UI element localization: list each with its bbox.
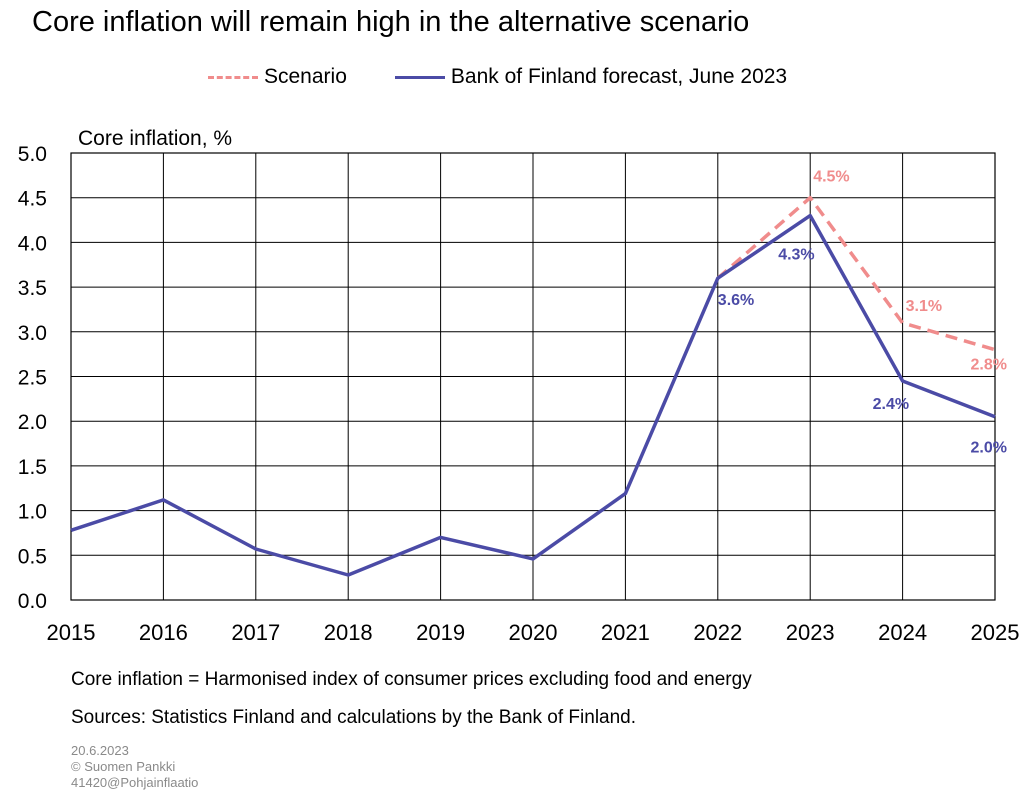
y-tick-label: 2.0 <box>18 411 47 434</box>
copyright-text: © Suomen Pankki <box>71 759 176 774</box>
y-tick-label: 1.0 <box>18 501 47 524</box>
y-tick-label: 4.0 <box>18 232 47 255</box>
data-label-forecast: 2.4% <box>873 396 909 413</box>
data-label-forecast: 2.0% <box>971 440 1007 457</box>
y-tick-label: 1.5 <box>18 456 47 479</box>
x-tick-label: 2023 <box>786 620 835 645</box>
legend-label-forecast: Bank of Finland forecast, June 2023 <box>450 65 788 88</box>
data-label-scenario: 3.1% <box>906 298 942 315</box>
y-tick-label: 4.5 <box>18 188 47 211</box>
legend-swatch-forecast <box>394 75 445 79</box>
y-tick-label: 0.5 <box>18 545 47 568</box>
data-label-forecast: 3.6% <box>718 292 754 309</box>
legend-label-scenario: Scenario <box>264 65 347 88</box>
x-tick-label: 2018 <box>324 620 373 645</box>
y-tick-label: 3.0 <box>18 322 47 345</box>
chart-legend: Scenario Bank of Finland forecast, June … <box>208 62 835 92</box>
x-tick-label: 2025 <box>971 620 1020 645</box>
sources-note: Sources: Statistics Finland and calculat… <box>71 707 637 728</box>
x-tick-label: 2017 <box>231 620 280 645</box>
y-axis-label: Core inflation, % <box>78 127 232 150</box>
data-label-forecast: 4.3% <box>778 247 814 264</box>
y-tick-label: 2.5 <box>18 367 47 390</box>
chart-id: 41420@Pohjainflaatio <box>71 775 199 790</box>
data-label-scenario: 4.5% <box>813 169 849 186</box>
line-chart: 0.0 0.5 1.0 1.5 2.0 2.5 3.0 3.5 4.0 4.5 5.0 2015 201… <box>18 127 1020 645</box>
legend-item-scenario: Scenario <box>208 65 347 89</box>
x-tick-label: 2015 <box>47 620 96 645</box>
series-line-scenario <box>716 195 996 352</box>
x-tick-label: 2021 <box>601 620 650 645</box>
legend-item-forecast: Bank of Finland forecast, June 2023 <box>394 65 788 89</box>
chart-title: Core inflation will remain high in the a… <box>32 6 750 38</box>
y-tick-label: 5.0 <box>18 143 47 166</box>
publication-date: 20.6.2023 <box>71 743 129 758</box>
y-tick-label: 3.5 <box>18 277 47 300</box>
x-tick-label: 2024 <box>878 620 927 645</box>
x-tick-label: 2016 <box>139 620 188 645</box>
y-tick-label: 0.0 <box>18 590 47 613</box>
x-tick-label: 2020 <box>509 620 558 645</box>
x-tick-label: 2022 <box>693 620 742 645</box>
x-tick-label: 2019 <box>416 620 465 645</box>
definition-note: Core inflation = Harmonised index of con… <box>71 669 752 690</box>
plot-area-border <box>70 152 996 601</box>
series-line-forecast <box>70 213 996 577</box>
data-label-scenario: 2.8% <box>971 357 1007 374</box>
legend-swatch-scenario <box>208 75 258 79</box>
